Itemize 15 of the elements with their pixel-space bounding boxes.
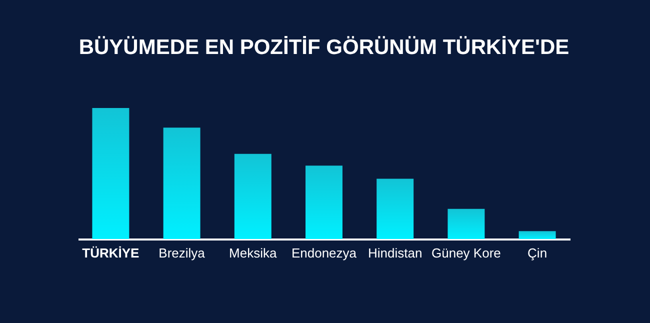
x-tick-label: TÜRKİYE bbox=[82, 246, 140, 260]
bar bbox=[518, 231, 556, 239]
bar bbox=[376, 178, 414, 239]
x-tick-label: Meksika bbox=[229, 246, 278, 260]
x-tick-label: Çin bbox=[528, 246, 548, 260]
bar bbox=[306, 166, 342, 239]
x-tick-label: Güney Kore bbox=[432, 246, 501, 260]
x-tick-label: Brezilya bbox=[158, 246, 206, 260]
x-tick-label: Endonezya bbox=[291, 246, 358, 260]
x-tick-label: Hindistan bbox=[368, 246, 422, 260]
bar bbox=[448, 208, 485, 239]
bar bbox=[234, 154, 272, 239]
chart-title: BÜYÜMEDE EN POZİTİF GÖRÜNÜM TÜRKİYE'DE bbox=[78, 36, 570, 59]
bar bbox=[163, 128, 200, 239]
bar bbox=[92, 108, 130, 239]
